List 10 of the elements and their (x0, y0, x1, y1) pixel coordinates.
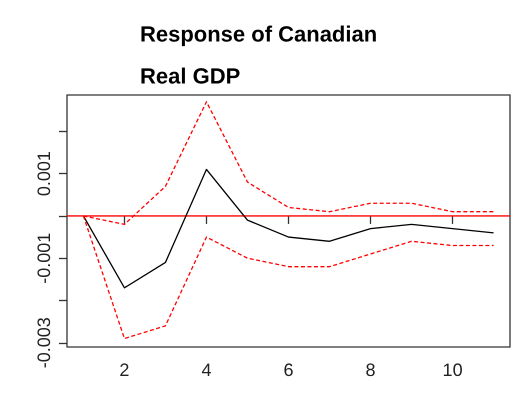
line-series (82, 168, 494, 288)
x-tick-label: 6 (283, 360, 294, 380)
x-tick-label: 2 (119, 360, 130, 380)
x-tick-label: 8 (366, 360, 376, 380)
y-tick-label: -0.001 (34, 232, 54, 284)
x-tick-label: 10 (442, 360, 463, 380)
y-tick-label: -0.003 (34, 317, 54, 368)
chart-title: Response of Canadian Real GDP (140, 22, 384, 88)
x-tick-label: 4 (201, 360, 212, 380)
y-tick-label: 0.001 (34, 151, 54, 196)
